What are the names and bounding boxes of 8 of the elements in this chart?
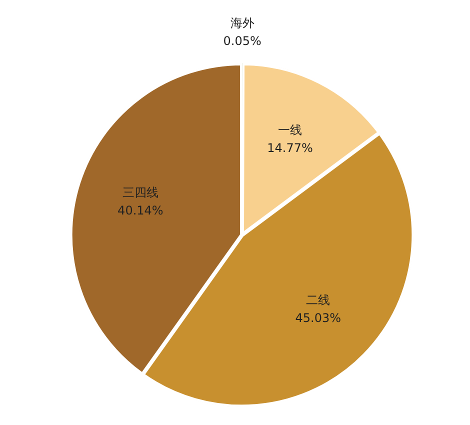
data-label: 14.77%: [267, 140, 313, 155]
slice-label: 海外: [230, 16, 254, 30]
slice-label: 一线: [278, 122, 302, 137]
data-label: 40.14%: [118, 204, 164, 218]
slice-label: 三四线: [122, 186, 158, 200]
data-label: 0.05%: [223, 34, 262, 48]
data-label: 45.03%: [295, 310, 342, 325]
slice-label: 二线: [306, 292, 330, 307]
